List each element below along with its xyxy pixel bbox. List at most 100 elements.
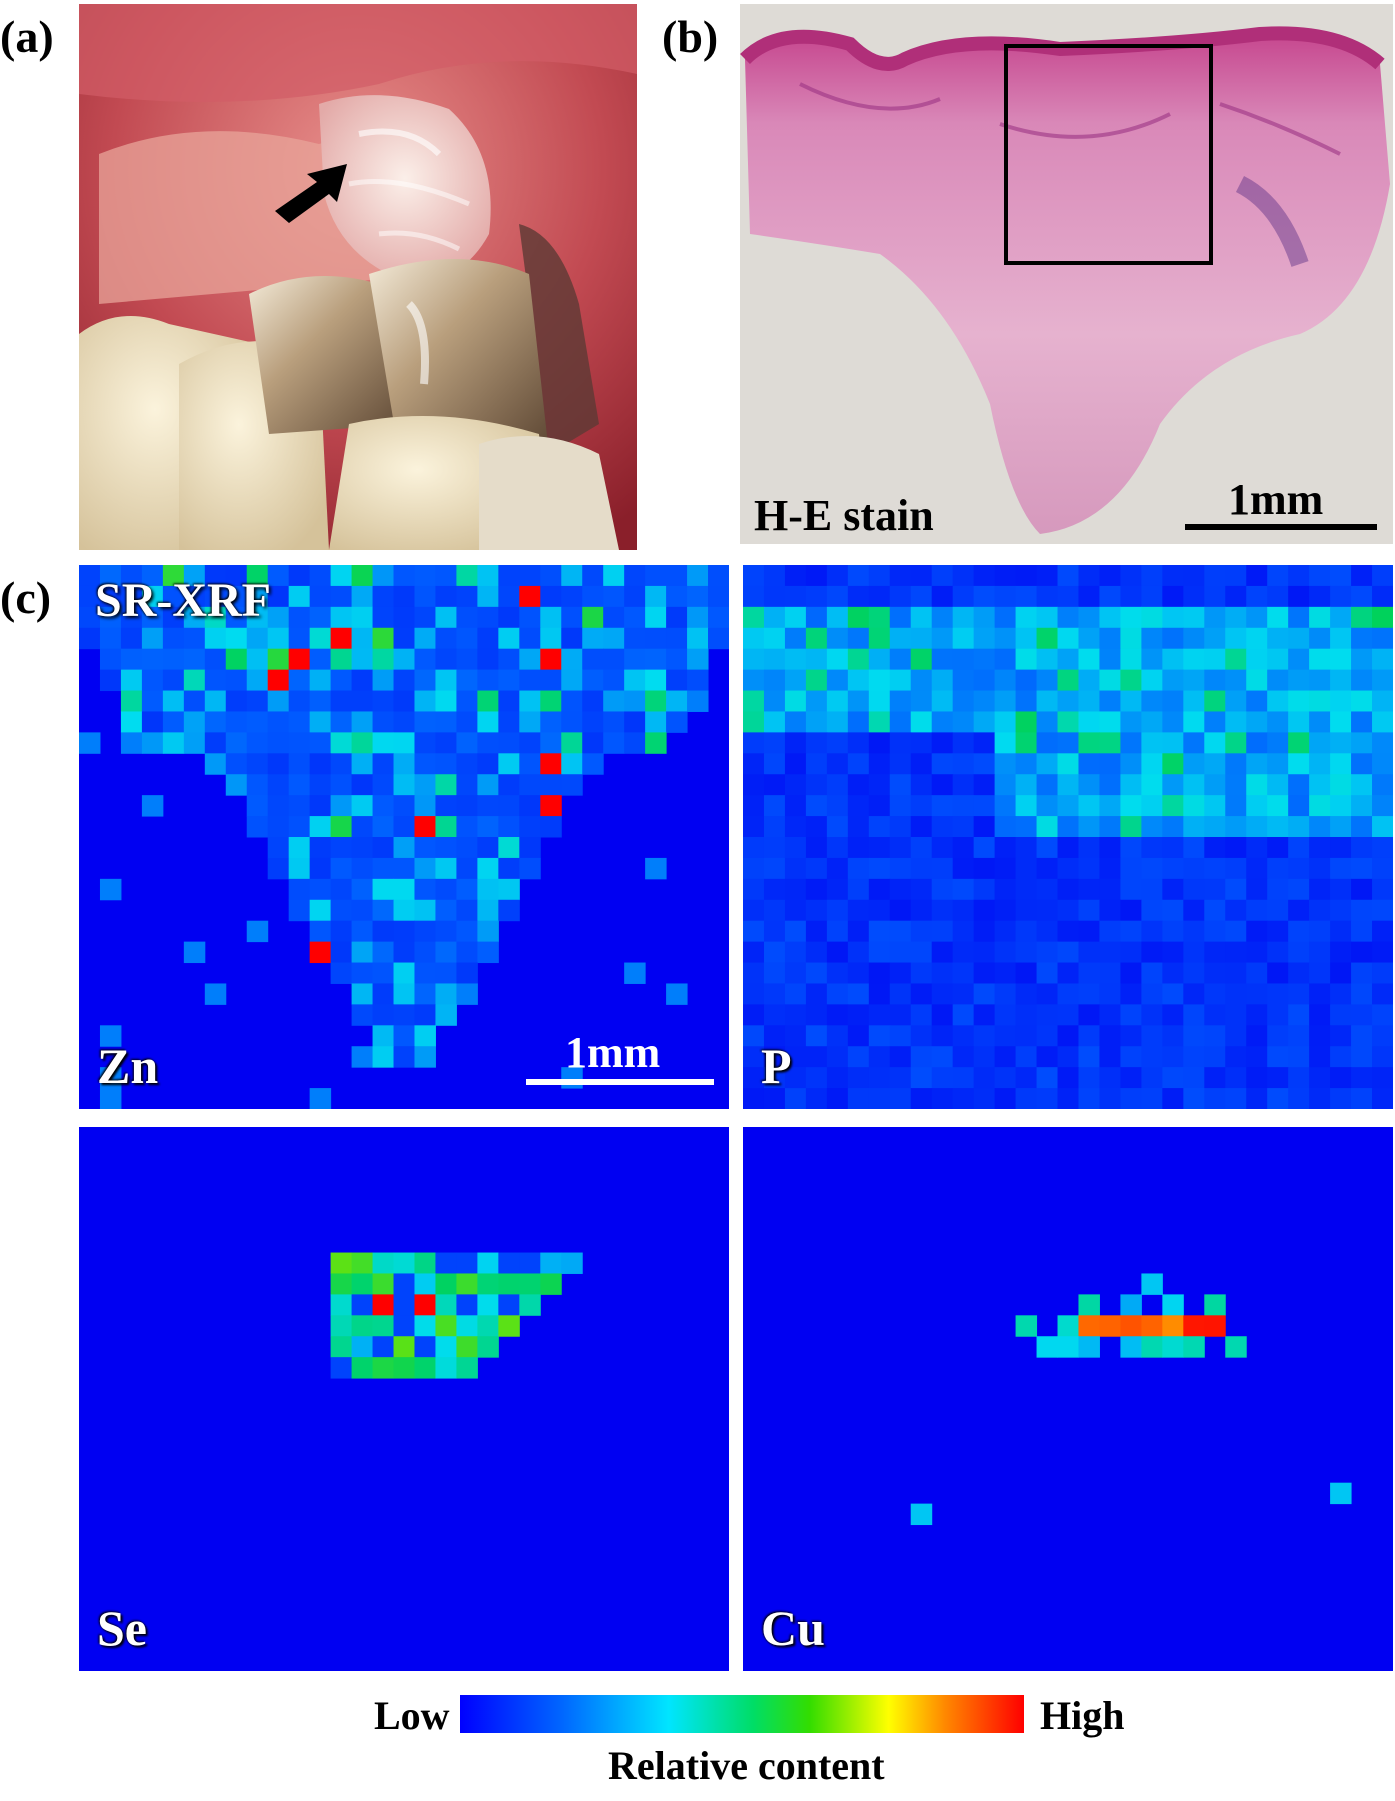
map-pixel <box>1246 962 1268 984</box>
map-pixel <box>1288 899 1310 922</box>
map-pixel <box>1225 1336 1247 1358</box>
map-pixel <box>267 690 290 712</box>
map-pixel <box>1267 669 1289 692</box>
map-pixel <box>645 648 667 671</box>
map-pixel <box>477 774 499 796</box>
map-pixel <box>1288 816 1310 838</box>
map-pixel <box>931 774 954 796</box>
map-pixel <box>435 1294 457 1316</box>
map-pixel <box>931 627 954 650</box>
map-pixel <box>1288 690 1310 712</box>
map-pixel <box>910 1004 933 1026</box>
map-pixel <box>1225 857 1247 880</box>
map-pixel <box>1246 816 1268 838</box>
map-pixel <box>1330 962 1352 984</box>
map-pixel <box>1099 983 1121 1005</box>
map-pixel <box>435 1273 457 1295</box>
map-pixel <box>1141 565 1163 587</box>
map-pixel <box>162 711 185 733</box>
map-pixel <box>1183 669 1205 692</box>
map-pixel <box>1099 1025 1121 1047</box>
map-pixel <box>1288 753 1310 775</box>
map-pixel <box>1267 795 1289 817</box>
map-pixel <box>847 941 870 964</box>
map-pixel <box>826 690 849 712</box>
map-pixel <box>1204 878 1226 901</box>
map-pixel <box>246 732 269 754</box>
map-pixel <box>645 690 667 712</box>
map-pixel <box>952 795 975 817</box>
map-pixel <box>288 732 311 754</box>
map-pixel <box>847 816 870 838</box>
map-pixel <box>435 878 457 901</box>
map-pixel <box>994 585 1017 608</box>
map-pixel <box>1057 565 1079 587</box>
map-pixel <box>204 753 227 775</box>
map-pixel <box>225 711 248 733</box>
map-pixel <box>1099 690 1121 712</box>
map-pixel <box>330 690 353 712</box>
map-pixel <box>1351 732 1373 754</box>
map-pixel <box>204 648 227 671</box>
map-pixel <box>1309 627 1331 650</box>
map-pixel <box>994 983 1017 1005</box>
map-pixel <box>1036 711 1059 733</box>
map-pixel <box>847 774 870 796</box>
map-pixel <box>1183 795 1205 817</box>
map-pixel <box>763 753 786 775</box>
clinical-photo-drawing <box>79 4 637 550</box>
map-pixel <box>1330 899 1352 922</box>
map-pixel <box>826 732 849 754</box>
map-pixel <box>1204 711 1226 733</box>
map-pixel <box>1057 878 1079 901</box>
map-pixel <box>868 565 891 587</box>
map-pixel <box>372 878 395 901</box>
map-pixel <box>889 962 912 984</box>
map-pixel <box>477 920 499 943</box>
map-pixel <box>1078 711 1100 733</box>
map-pixel <box>393 816 415 838</box>
map-pixel <box>910 565 933 587</box>
map-pixel <box>1288 1088 1310 1109</box>
map-pixel <box>994 1067 1017 1089</box>
map-pixel <box>1078 753 1100 775</box>
map-pixel <box>393 857 415 880</box>
map-pixel <box>330 962 353 984</box>
map-pixel <box>1120 565 1142 587</box>
map-pixel <box>952 774 975 796</box>
map-pixel <box>973 627 996 650</box>
map-pixel <box>1309 1046 1331 1068</box>
map-pixel <box>120 732 143 754</box>
map-pixel <box>267 816 290 838</box>
map-pixel <box>1162 941 1184 964</box>
map-pixel <box>456 585 478 608</box>
map-pixel <box>414 1252 436 1274</box>
map-pixel <box>309 565 332 587</box>
map-pixel <box>372 1336 395 1358</box>
map-pixel <box>477 711 499 733</box>
map-pixel <box>784 627 807 650</box>
map-pixel <box>645 585 667 608</box>
map-pixel <box>708 565 729 587</box>
map-pixel <box>1267 1067 1289 1089</box>
map-pixel <box>330 1294 353 1316</box>
map-pixel <box>784 1004 807 1026</box>
map-pixel <box>477 1315 499 1337</box>
map-pixel <box>519 690 541 712</box>
map-pixel <box>183 690 206 712</box>
map-pixel <box>910 816 933 838</box>
histology-scale-label: 1mm <box>1228 475 1324 524</box>
map-pixel <box>868 795 891 817</box>
map-pixel <box>351 753 374 775</box>
map-pixel <box>1351 795 1373 817</box>
map-pixel <box>1099 816 1121 838</box>
map-pixel <box>1288 1046 1310 1068</box>
map-pixel <box>1204 1046 1226 1068</box>
map-pixel <box>687 690 709 712</box>
map-pixel <box>931 983 954 1005</box>
map-pixel <box>910 920 933 943</box>
map-pixel <box>784 606 807 629</box>
map-pixel <box>763 962 786 984</box>
map-pixel <box>1015 816 1038 838</box>
map-pixel <box>1036 1004 1059 1026</box>
